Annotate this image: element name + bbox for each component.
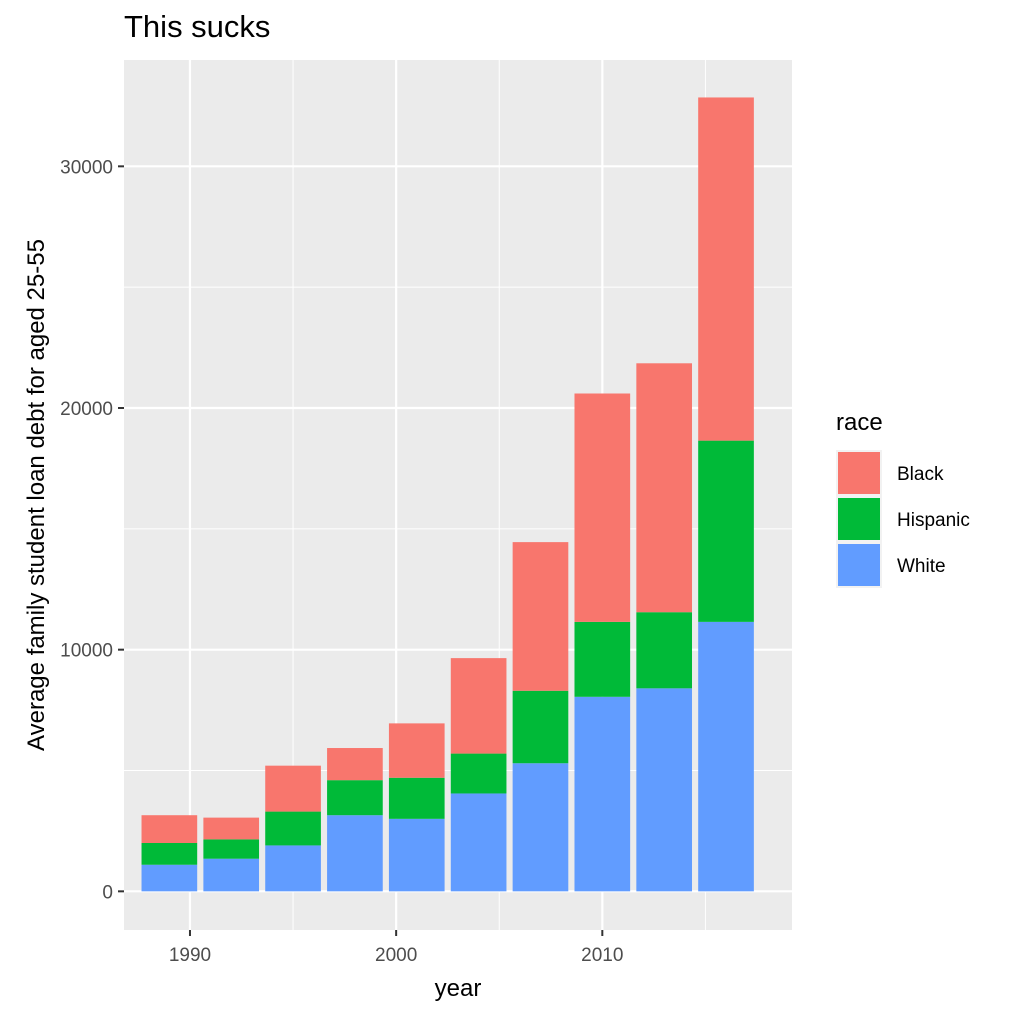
bar-black-1989 [141, 815, 198, 843]
bar-hispanic-2010 [574, 621, 631, 697]
legend-key-white [838, 544, 880, 586]
bar-black-2016 [698, 97, 754, 441]
bar-black-2013 [636, 363, 693, 613]
y-tick-label: 20000 [60, 399, 113, 420]
bar-hispanic-2001 [388, 777, 445, 819]
legend-label-black: Black [897, 464, 944, 485]
bar-hispanic-2004 [450, 753, 507, 794]
axes: 0 10000 20000 30000 1990 2000 2010 [60, 157, 623, 966]
y-tick-label: 30000 [60, 157, 113, 178]
chart-title: This sucks [124, 9, 270, 44]
bar-hispanic-2013 [636, 612, 693, 689]
bar-white-2001 [388, 818, 445, 892]
legend-key-hispanic [838, 498, 880, 540]
y-axis-title: Average family student loan debt for age… [23, 239, 50, 751]
x-axis-title: year [435, 975, 482, 1002]
legend-key-black [838, 452, 880, 494]
bar-black-2010 [574, 393, 631, 622]
y-tick-label: 10000 [60, 641, 113, 662]
bar-white-2013 [636, 688, 693, 892]
legend-title: race [836, 409, 883, 436]
bar-black-1992 [203, 817, 260, 840]
bar-black-2001 [388, 723, 445, 778]
bar-hispanic-2007 [512, 690, 569, 764]
bar-hispanic-1998 [327, 780, 383, 816]
bar-white-2016 [698, 621, 754, 892]
x-tick-label: 2010 [581, 945, 623, 966]
y-tick-label: 0 [102, 882, 113, 903]
bar-white-1998 [327, 815, 383, 892]
bar-hispanic-1992 [203, 839, 260, 859]
bar-white-1992 [203, 858, 260, 892]
bar-white-2007 [512, 763, 569, 892]
bar-white-1995 [265, 845, 321, 892]
bar-hispanic-1989 [141, 843, 198, 865]
legend-label-white: White [897, 556, 946, 577]
bar-black-1998 [327, 748, 383, 781]
legend: race Black Hispanic White [836, 409, 970, 588]
bar-black-2004 [450, 658, 507, 754]
bar-black-2007 [512, 542, 569, 691]
bar-hispanic-2016 [698, 440, 754, 622]
bar-black-1995 [265, 765, 321, 812]
bar-white-2004 [450, 793, 507, 892]
bar-hispanic-1995 [265, 811, 321, 846]
bar-white-2010 [574, 696, 631, 892]
bar-white-1989 [141, 864, 198, 892]
x-tick-label: 2000 [375, 945, 417, 966]
x-tick-label: 1990 [169, 945, 211, 966]
legend-label-hispanic: Hispanic [897, 510, 970, 531]
bars [141, 97, 754, 892]
